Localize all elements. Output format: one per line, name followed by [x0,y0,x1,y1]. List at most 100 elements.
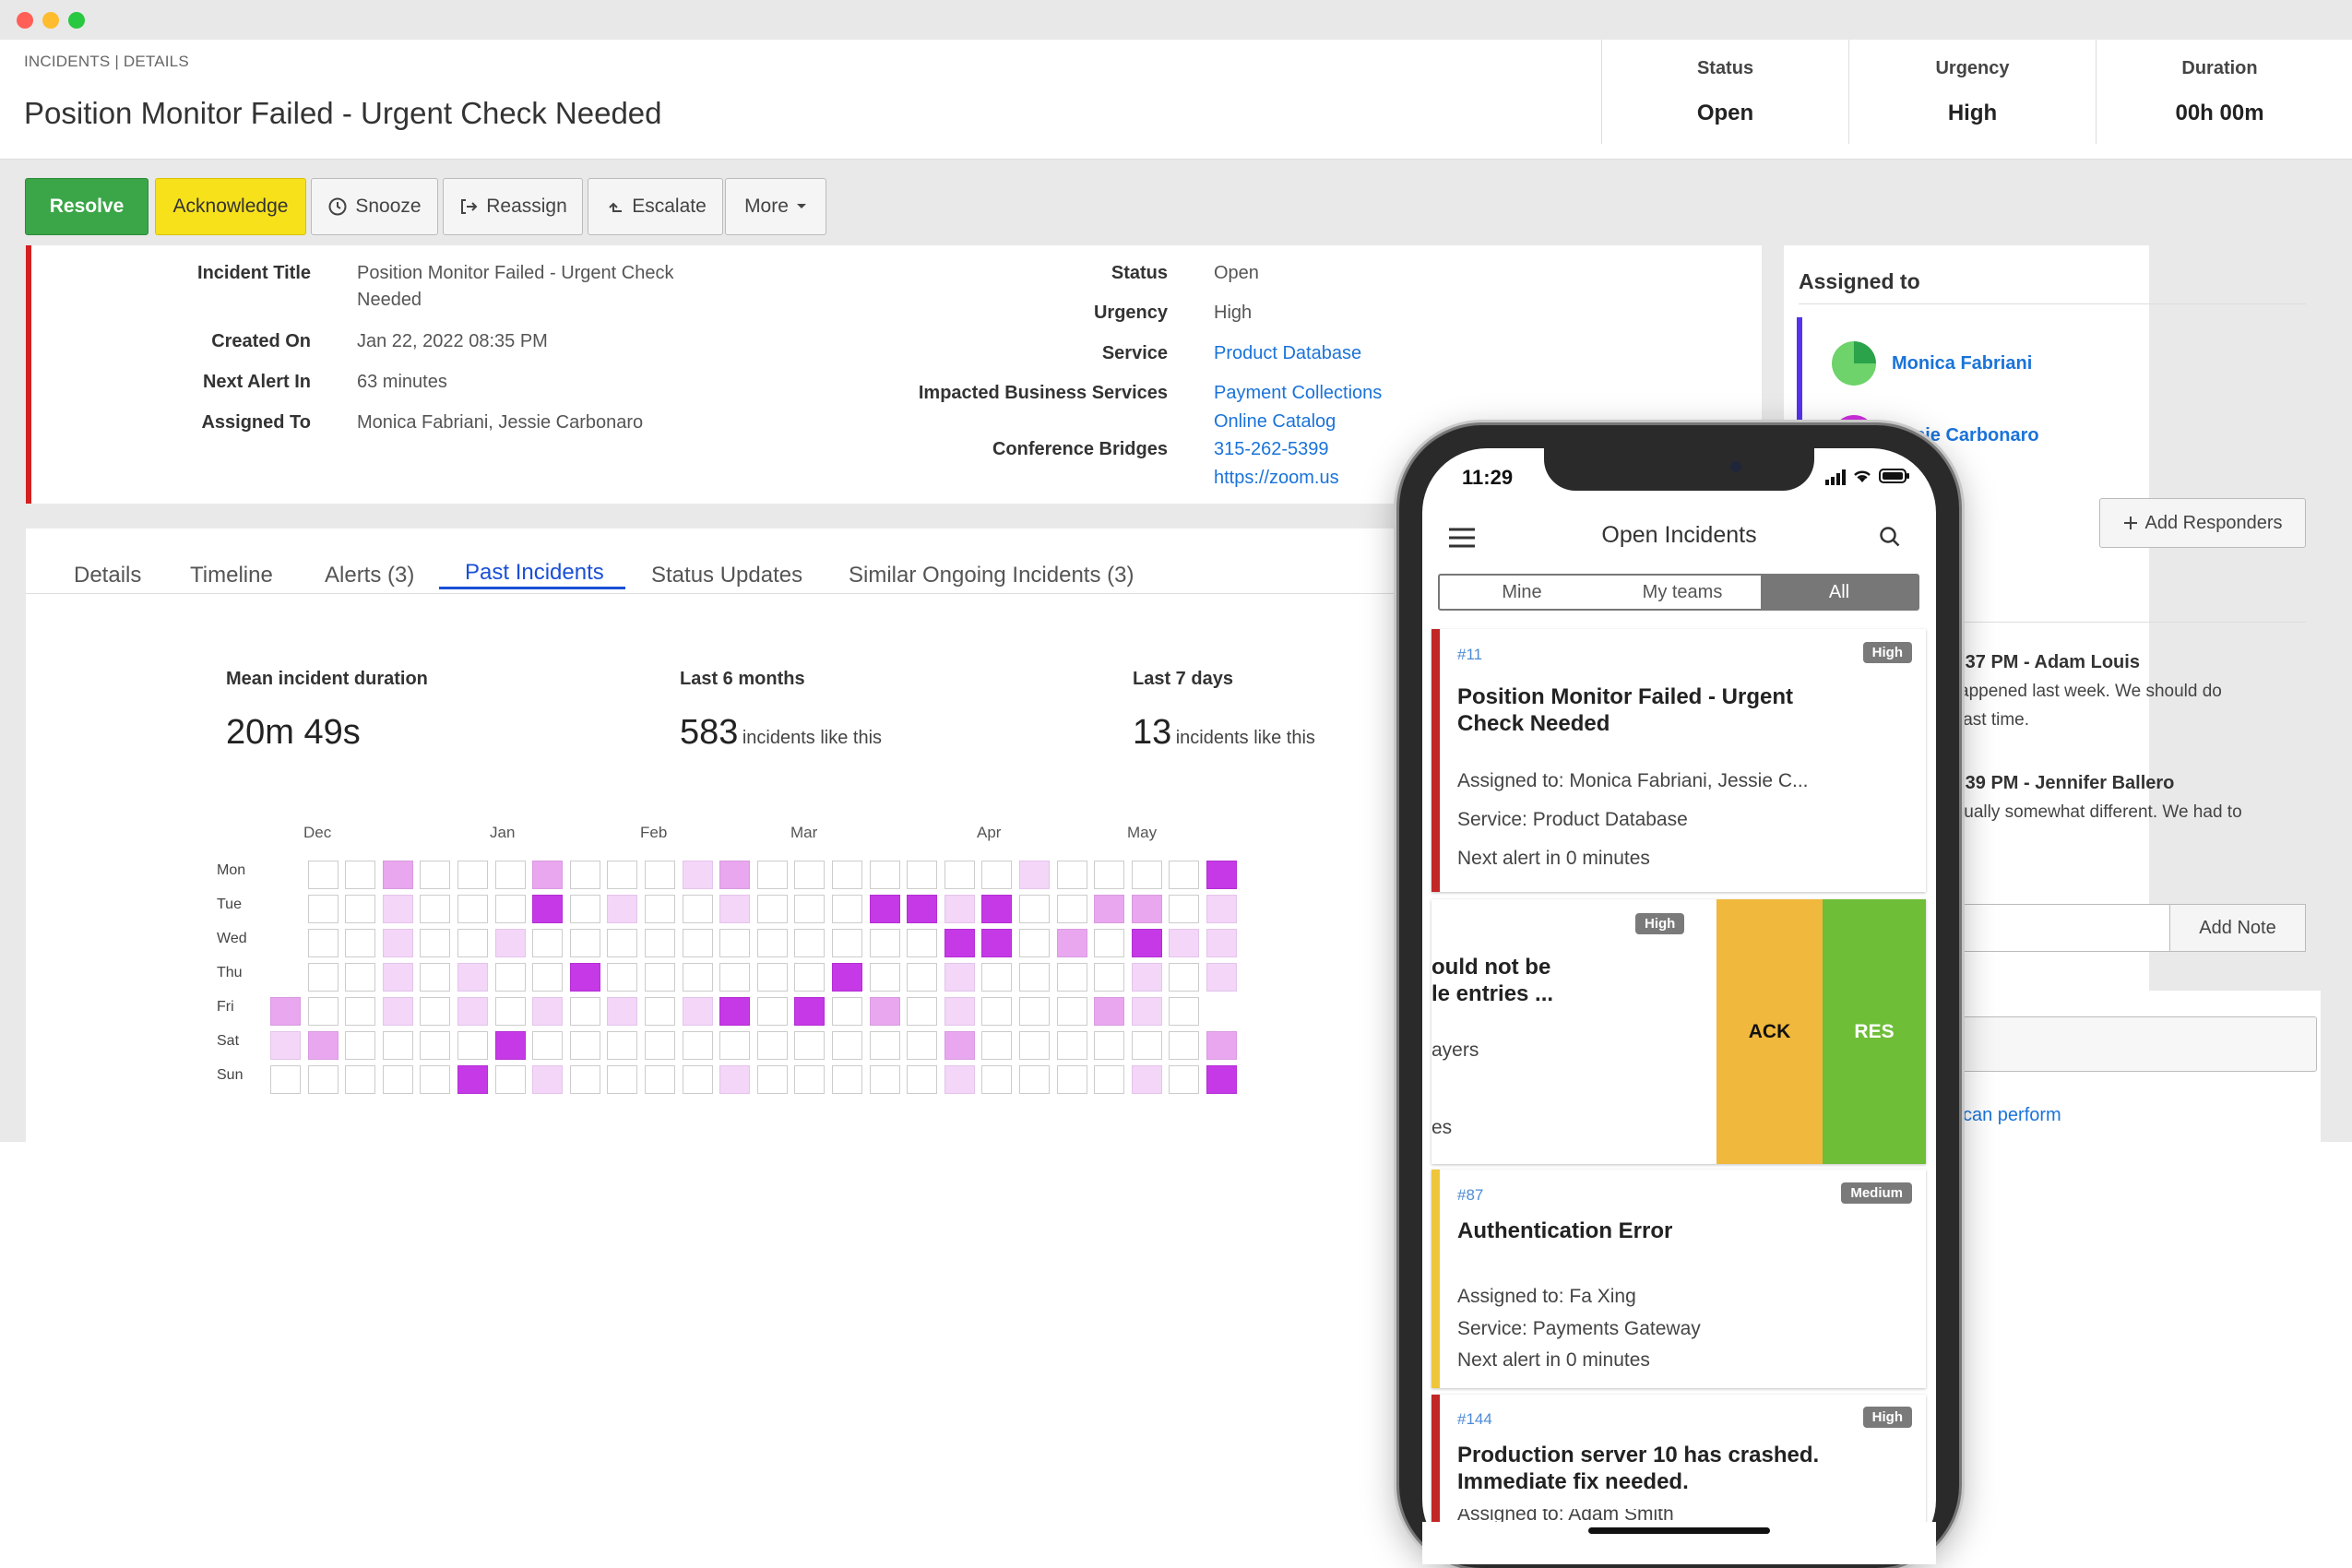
heatmap-cell[interactable] [794,1065,825,1094]
heatmap-cell[interactable] [383,929,413,957]
heatmap-cell[interactable] [944,929,975,957]
segment-my-teams[interactable]: My teams [1642,581,1723,602]
heatmap-cell[interactable] [757,963,788,992]
heatmap-cell[interactable] [270,1065,301,1094]
heatmap-cell[interactable] [944,895,975,923]
heatmap-cell[interactable] [757,895,788,923]
close-window-button[interactable] [17,12,33,29]
heatmap-cell[interactable] [1094,895,1124,923]
heatmap-cell[interactable] [420,1031,450,1060]
heatmap-cell[interactable] [345,1065,375,1094]
heatmap-cell[interactable] [420,861,450,889]
heatmap-cell[interactable] [794,1031,825,1060]
heatmap-cell[interactable] [420,929,450,957]
heatmap-cell[interactable] [495,963,526,992]
hamburger-menu-icon[interactable] [1448,527,1476,549]
impacted-service-link[interactable]: Online Catalog [1214,411,1336,432]
heatmap-cell[interactable] [570,929,600,957]
heatmap-cell[interactable] [1019,861,1050,889]
heatmap-cell[interactable] [1132,997,1162,1026]
heatmap-cell[interactable] [383,963,413,992]
breadcrumb[interactable]: INCIDENTS | DETAILS [24,53,189,70]
heatmap-cell[interactable] [308,963,339,992]
heatmap-cell[interactable] [457,1065,488,1094]
heatmap-cell[interactable] [1019,929,1050,957]
heatmap-cell[interactable] [1169,895,1199,923]
heatmap-cell[interactable] [495,895,526,923]
heatmap-cell[interactable] [870,929,900,957]
heatmap-cell[interactable] [1132,861,1162,889]
tab-status-updates[interactable]: Status Updates [651,563,803,588]
heatmap-cell[interactable] [683,963,713,992]
heatmap-cell[interactable] [794,997,825,1026]
heatmap-cell[interactable] [981,1031,1012,1060]
heatmap-cell[interactable] [683,929,713,957]
resolve-button[interactable]: Resolve [25,178,148,235]
heatmap-cell[interactable] [794,929,825,957]
tab-details[interactable]: Details [74,563,142,588]
heatmap-cell[interactable] [683,1031,713,1060]
acknowledge-swipe-button[interactable]: ACK [1716,899,1823,1164]
heatmap-cell[interactable] [495,997,526,1026]
heatmap-cell[interactable] [719,1031,750,1060]
segment-all[interactable]: All [1761,576,1918,609]
more-dropdown-button[interactable]: More [725,178,826,235]
heatmap-cell[interactable] [683,895,713,923]
heatmap-cell[interactable] [907,895,937,923]
heatmap-cell[interactable] [944,1065,975,1094]
heatmap-cell[interactable] [270,997,301,1026]
heatmap-cell[interactable] [1094,963,1124,992]
incident-card[interactable] [1431,1170,1926,1388]
tab-alerts[interactable]: Alerts (3) [325,563,415,588]
heatmap-cell[interactable] [645,929,675,957]
heatmap-cell[interactable] [981,1065,1012,1094]
heatmap-cell[interactable] [607,929,637,957]
heatmap-cell[interactable] [1094,1031,1124,1060]
escalate-button[interactable]: Escalate [588,178,723,235]
heatmap-cell[interactable] [570,895,600,923]
heatmap-cell[interactable] [1132,963,1162,992]
heatmap-cell[interactable] [1057,895,1087,923]
maximize-window-button[interactable] [68,12,85,29]
resolve-swipe-button[interactable]: RES [1823,899,1926,1164]
heatmap-cell[interactable] [907,861,937,889]
heatmap-cell[interactable] [870,895,900,923]
heatmap-cell[interactable] [345,929,375,957]
heatmap-cell[interactable] [832,997,862,1026]
heatmap-cell[interactable] [1206,861,1237,889]
heatmap-cell[interactable] [383,997,413,1026]
heatmap-cell[interactable] [757,861,788,889]
heatmap-cell[interactable] [570,861,600,889]
heatmap-cell[interactable] [1132,929,1162,957]
snooze-button[interactable]: Snooze [311,178,438,235]
actions-box[interactable] [1959,1016,2317,1072]
heatmap-cell[interactable] [1019,963,1050,992]
heatmap-cell[interactable] [570,963,600,992]
heatmap-cell[interactable] [1057,861,1087,889]
heatmap-cell[interactable] [832,1031,862,1060]
heatmap-cell[interactable] [1057,1031,1087,1060]
heatmap-cell[interactable] [607,997,637,1026]
heatmap-cell[interactable] [683,1065,713,1094]
heatmap-cell[interactable] [1019,1065,1050,1094]
heatmap-cell[interactable] [383,861,413,889]
heatmap-cell[interactable] [645,1031,675,1060]
heatmap-cell[interactable] [532,895,563,923]
heatmap-cell[interactable] [532,861,563,889]
heatmap-cell[interactable] [532,1065,563,1094]
heatmap-cell[interactable] [532,1031,563,1060]
heatmap-cell[interactable] [1057,997,1087,1026]
heatmap-cell[interactable] [1132,1065,1162,1094]
heatmap-cell[interactable] [645,895,675,923]
heatmap-cell[interactable] [570,997,600,1026]
heatmap-cell[interactable] [308,895,339,923]
acknowledge-button[interactable]: Acknowledge [155,178,306,235]
heatmap-cell[interactable] [870,861,900,889]
heatmap-cell[interactable] [345,997,375,1026]
heatmap-cell[interactable] [981,963,1012,992]
heatmap-cell[interactable] [719,997,750,1026]
heatmap-cell[interactable] [383,1031,413,1060]
heatmap-cell[interactable] [1057,963,1087,992]
heatmap-cell[interactable] [345,895,375,923]
heatmap-cell[interactable] [645,861,675,889]
